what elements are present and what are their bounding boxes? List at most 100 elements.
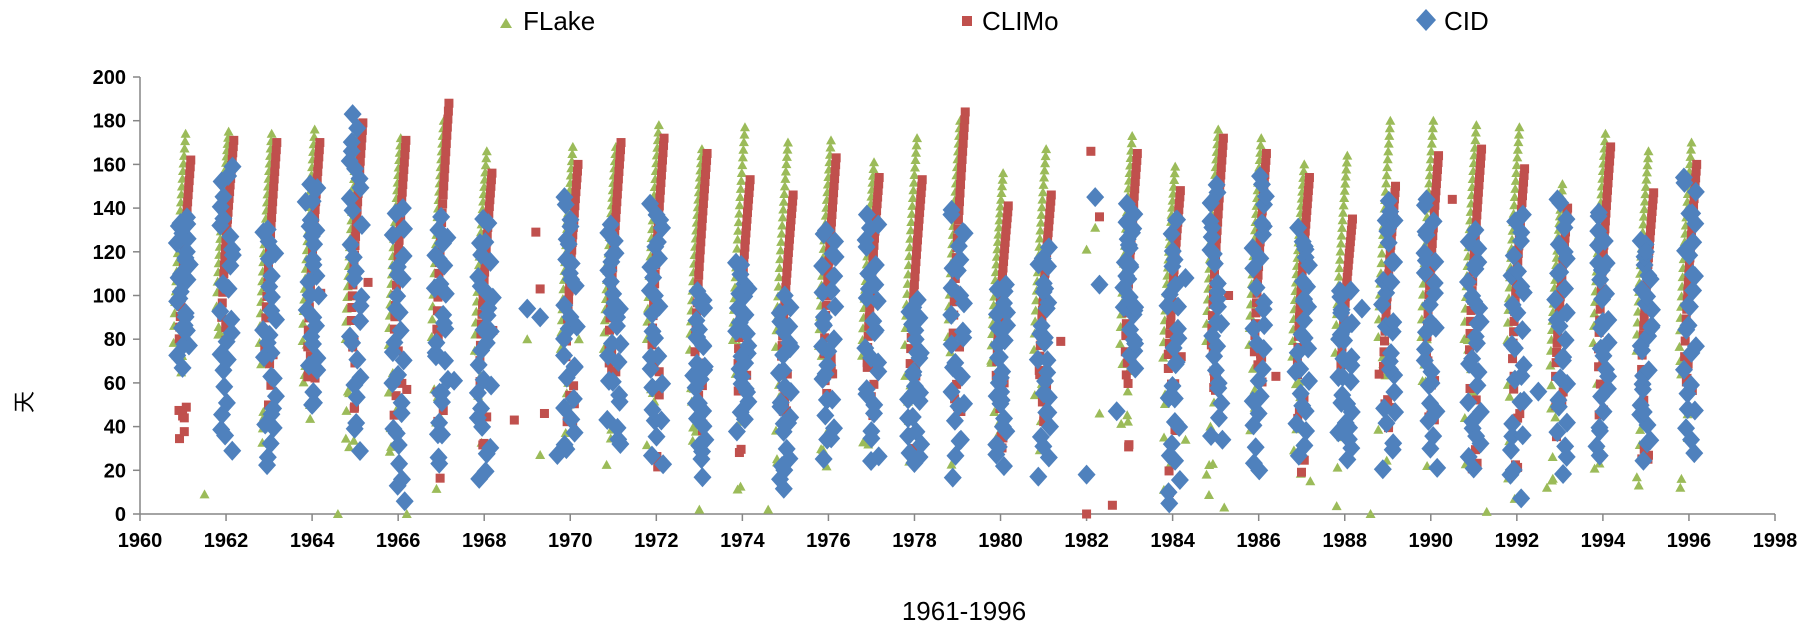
data-point-cid <box>739 335 758 356</box>
data-point-cid <box>1587 436 1606 457</box>
data-point-cid <box>1201 239 1220 260</box>
data-point-cid <box>1244 453 1263 474</box>
data-point-climo <box>1251 308 1261 318</box>
data-point-climo <box>956 171 966 181</box>
data-point-flake <box>481 146 492 156</box>
data-point-climo <box>1340 298 1350 308</box>
data-point-flake <box>1557 179 1568 189</box>
data-point-cid <box>395 491 414 512</box>
data-point-climo <box>539 408 549 418</box>
data-point-cid <box>1117 193 1136 214</box>
data-point-flake <box>1040 158 1051 168</box>
data-point-cid <box>946 352 965 373</box>
data-point-climo <box>1302 205 1312 215</box>
data-point-flake <box>1338 207 1349 217</box>
x-tick-label: 1974 <box>720 530 765 552</box>
data-point-flake <box>994 208 1005 218</box>
data-point-cid <box>1251 386 1270 407</box>
data-point-cid <box>1384 433 1403 454</box>
data-point-cid <box>472 398 491 419</box>
data-point-climo <box>959 122 969 132</box>
data-point-climo <box>911 257 921 267</box>
data-point-flake <box>1481 506 1492 516</box>
data-point-cid <box>1168 209 1187 230</box>
x-tick-label: 1996 <box>1667 530 1712 552</box>
data-point-climo <box>960 107 970 117</box>
data-point-climo <box>1552 338 1562 348</box>
data-point-climo <box>1509 384 1519 394</box>
data-point-climo <box>914 214 924 224</box>
data-point-cid <box>1029 466 1048 487</box>
data-point-cid <box>394 350 413 371</box>
data-point-climo <box>265 359 275 369</box>
data-point-cid <box>1243 238 1262 259</box>
data-point-climo <box>482 412 492 422</box>
data-point-climo <box>1469 250 1479 260</box>
data-point-climo <box>613 181 623 191</box>
data-point-flake <box>1426 138 1437 148</box>
data-point-flake <box>383 387 394 397</box>
y-tick-label: 20 <box>104 460 126 482</box>
x-tick-label: 1966 <box>376 530 421 552</box>
data-point-cid <box>384 418 403 439</box>
data-point-cid <box>562 253 581 274</box>
data-point-climo <box>1214 201 1224 211</box>
y-tick-label: 160 <box>93 154 126 176</box>
data-point-flake <box>736 175 747 185</box>
data-point-climo <box>1639 312 1649 322</box>
data-point-climo <box>1123 378 1133 388</box>
data-point-climo <box>1346 231 1356 241</box>
data-point-flake <box>1090 222 1101 232</box>
series-cid <box>167 104 1705 514</box>
data-point-cid <box>1253 359 1272 380</box>
data-point-flake <box>1035 225 1046 235</box>
data-point-cid <box>1598 378 1617 399</box>
data-point-cid <box>599 370 618 391</box>
data-point-cid <box>1599 332 1618 353</box>
data-point-flake <box>825 142 836 152</box>
data-point-climo <box>874 179 884 189</box>
data-point-climo <box>225 187 235 197</box>
data-point-climo <box>955 188 965 198</box>
data-point-climo <box>1343 266 1353 276</box>
data-point-flake <box>995 201 1006 211</box>
data-point-climo <box>1646 219 1656 229</box>
data-point-climo <box>1390 188 1400 198</box>
data-point-climo <box>1342 272 1352 282</box>
data-point-flake <box>180 128 191 138</box>
data-point-climo <box>1000 237 1010 247</box>
data-point-climo <box>270 167 280 177</box>
data-point-cid <box>1299 371 1318 392</box>
data-point-flake <box>997 181 1008 191</box>
data-point-climo <box>1003 207 1013 217</box>
data-point-flake <box>1305 476 1316 486</box>
data-point-cid <box>825 266 844 287</box>
data-point-cid <box>392 403 411 424</box>
data-point-cid <box>1599 309 1618 330</box>
data-point-climo <box>185 162 195 172</box>
data-point-flake <box>1126 138 1137 148</box>
data-point-cid <box>1514 355 1533 376</box>
data-point-climo <box>694 270 704 280</box>
data-point-climo <box>487 168 497 178</box>
data-point-cid <box>1338 315 1357 336</box>
data-point-climo <box>1296 467 1306 477</box>
data-point-climo <box>1347 220 1357 230</box>
data-point-climo <box>1271 371 1281 381</box>
data-point-cid <box>642 445 661 466</box>
data-point-flake <box>909 169 920 179</box>
data-point-climo <box>1124 440 1134 450</box>
data-point-climo <box>910 272 920 282</box>
data-point-climo <box>1604 163 1614 173</box>
data-point-climo <box>906 344 916 354</box>
data-point-flake <box>1509 200 1520 210</box>
data-point-cid <box>1551 262 1570 283</box>
data-point-flake <box>1512 152 1523 162</box>
data-point-flake <box>1381 178 1392 188</box>
data-point-flake <box>774 262 785 272</box>
data-point-cid <box>693 467 712 488</box>
data-point-climo <box>611 212 621 222</box>
data-point-climo <box>1121 331 1131 341</box>
data-point-cid <box>1425 273 1444 294</box>
